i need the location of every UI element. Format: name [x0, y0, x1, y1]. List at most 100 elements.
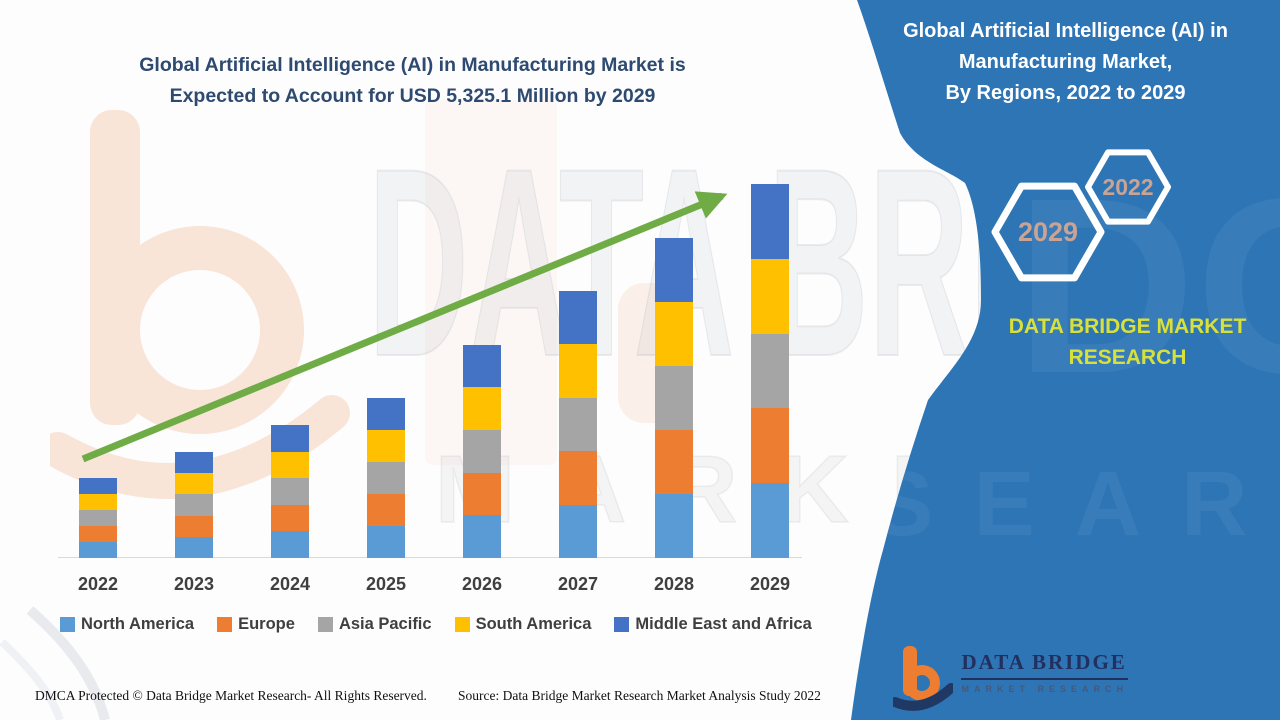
page-title-line1: Global Artificial Intelligence (AI) in M… — [139, 54, 686, 76]
bar-segment-europe — [175, 515, 213, 537]
panel-title-line2: Manufacturing Market, — [958, 51, 1173, 73]
legend-item: North America — [60, 615, 194, 634]
bar-segment-asia-pacific — [751, 333, 789, 409]
bar-segment-middle-east-and-africa — [559, 291, 597, 345]
legend-swatch-icon — [317, 617, 333, 632]
legend-label: Europe — [238, 615, 295, 633]
panel-watermark-big: DGE — [1015, 146, 1280, 425]
legend-item: Asia Pacific — [317, 615, 432, 634]
hexagon-2022-label: 2022 — [1102, 174, 1153, 200]
bar-segment-asia-pacific — [367, 461, 405, 494]
side-panel-shape — [851, 0, 1280, 720]
bar-2023 — [175, 452, 213, 558]
bar-segment-europe — [751, 408, 789, 484]
bar-segment-middle-east-and-africa — [271, 425, 309, 452]
bar-segment-north-america — [367, 525, 405, 558]
x-axis-label-2024: 2024 — [269, 574, 311, 594]
x-axis-label-2025: 2025 — [365, 574, 407, 594]
x-axis-label-2023: 2023 — [173, 574, 215, 594]
brand-text-line1: DATA BRIDGE MARKET — [1008, 315, 1247, 338]
bar-2027 — [559, 291, 597, 558]
bar-segment-north-america — [751, 483, 789, 558]
bar-2026 — [463, 344, 501, 558]
bar-segment-south-america — [175, 473, 213, 495]
bar-segment-europe — [367, 493, 405, 526]
bar-segment-south-america — [79, 494, 117, 510]
bar-segment-middle-east-and-africa — [79, 478, 117, 494]
bar-segment-north-america — [79, 542, 117, 558]
bar-2025 — [367, 397, 405, 558]
page-title-line2: Expected to Account for USD 5,325.1 Mill… — [169, 85, 656, 107]
logo-name: DATA BRIDGE — [961, 650, 1128, 680]
bar-segment-asia-pacific — [271, 478, 309, 505]
bar-segment-south-america — [463, 387, 501, 430]
x-axis-label-2026: 2026 — [461, 574, 503, 594]
panel-title-line3: By Regions, 2022 to 2029 — [945, 82, 1186, 104]
bar-segment-middle-east-and-africa — [463, 344, 501, 388]
hexagon-2022-icon — [1085, 149, 1171, 225]
bar-segment-south-america — [751, 258, 789, 334]
brand-text-line2: RESEARCH — [1068, 346, 1187, 369]
bar-segment-asia-pacific — [79, 510, 117, 526]
chart-legend: North America Europe Asia Pacific South Ame… — [60, 615, 812, 634]
bar-2029 — [751, 184, 789, 558]
legend-label: Middle East and Africa — [635, 615, 812, 633]
bar-segment-middle-east-and-africa — [751, 184, 789, 259]
bar-segment-europe — [559, 451, 597, 505]
brand-text: DATA BRIDGE MARKET RESEARCH — [955, 311, 1280, 373]
hexagon-2029-icon — [991, 182, 1105, 282]
hexagon-badges: 2022 2029 — [991, 149, 1171, 282]
panel-title-line1: Global Artificial Intelligence (AI) in — [903, 20, 1228, 42]
page-title: Global Artificial Intelligence (AI) in M… — [40, 50, 785, 112]
bar-segment-middle-east-and-africa — [655, 237, 693, 302]
bar-segment-north-america — [463, 515, 501, 558]
bar-segment-asia-pacific — [175, 494, 213, 516]
source-text: Source: Data Bridge Market Research Mark… — [458, 688, 821, 703]
bar-segment-europe — [655, 429, 693, 494]
bar-segment-south-america — [559, 344, 597, 398]
bar-segment-asia-pacific — [463, 429, 501, 473]
bar-segment-north-america — [175, 536, 213, 558]
bottom-left-curve — [0, 606, 110, 720]
bar-segment-asia-pacific — [559, 397, 597, 452]
logo-subname: MARKET RESEARCH — [961, 684, 1128, 694]
legend-swatch-icon — [614, 617, 630, 632]
x-axis-label-2029: 2029 — [749, 574, 791, 594]
bar-segment-south-america — [271, 451, 309, 479]
bar-2028 — [655, 237, 693, 558]
x-axis-label-2022: 2022 — [77, 574, 119, 594]
x-axis-label-2027: 2027 — [557, 574, 599, 594]
bar-2024 — [271, 425, 309, 558]
logo-b-icon — [893, 646, 954, 711]
legend-item: Middle East and Africa — [614, 615, 812, 634]
logo-wordmark: DATA BRIDGE MARKET RESEARCH — [961, 650, 1128, 694]
panel-watermark-mid: SEARCH — [872, 453, 1280, 555]
bar-segment-middle-east-and-africa — [367, 397, 405, 430]
bar-segment-north-america — [271, 531, 309, 558]
legend-item: Europe — [217, 615, 295, 634]
legend-swatch-icon — [454, 617, 470, 632]
legend-label: Asia Pacific — [338, 615, 432, 633]
bar-segment-south-america — [655, 301, 693, 366]
bar-segment-europe — [271, 504, 309, 532]
bar-segment-south-america — [367, 429, 405, 462]
copyright-text: DMCA Protected © Data Bridge Market Rese… — [35, 688, 427, 703]
bar-segment-middle-east-and-africa — [175, 452, 213, 474]
logo: DATA BRIDGE MARKET RESEARCH — [893, 644, 1128, 716]
bar-segment-europe — [463, 472, 501, 516]
x-axis-line — [58, 557, 802, 558]
legend-label: South America — [475, 615, 592, 633]
bar-segment-asia-pacific — [655, 365, 693, 430]
legend-label: North America — [81, 615, 195, 633]
x-axis-label-2028: 2028 — [653, 574, 695, 594]
bar-segment-north-america — [655, 493, 693, 558]
hexagon-2029-label: 2029 — [1018, 217, 1078, 247]
bar-segment-europe — [79, 526, 117, 542]
bar-2022 — [79, 478, 117, 558]
panel-title: Global Artificial Intelligence (AI) in M… — [858, 16, 1273, 109]
bar-segment-north-america — [559, 504, 597, 558]
legend-swatch-icon — [217, 617, 233, 632]
legend-item: South America — [454, 615, 592, 634]
